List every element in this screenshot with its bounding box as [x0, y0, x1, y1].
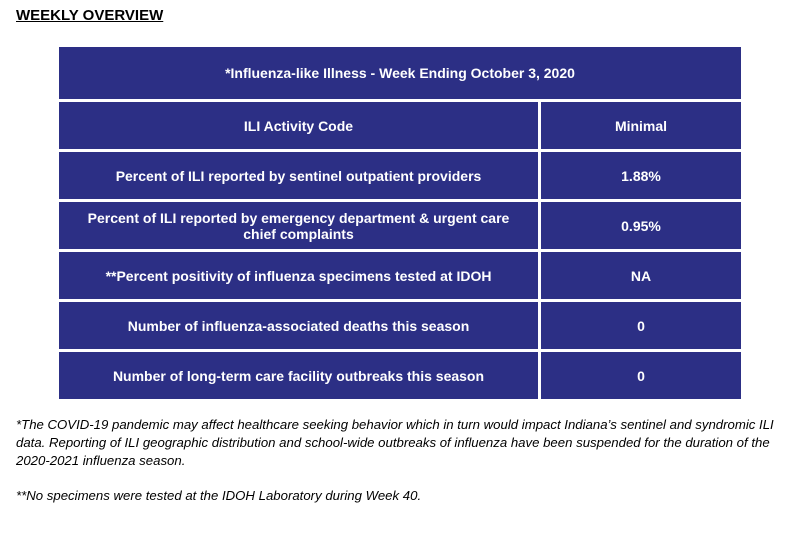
heading: WEEKLY OVERVIEW [16, 7, 164, 24]
table-row: Number of influenza-associated deaths th… [59, 302, 741, 349]
row-value: 0.95% [541, 202, 741, 249]
row-value: 0 [541, 302, 741, 349]
caption-row: *Influenza-like Illness - Week Ending Oc… [59, 47, 741, 99]
row-value: NA [541, 252, 741, 299]
overview-table: *Influenza-like Illness - Week Ending Oc… [56, 44, 744, 402]
row-label: Number of long-term care facility outbre… [59, 352, 538, 399]
table-row: Number of long-term care facility outbre… [59, 352, 741, 399]
row-label: Number of influenza-associated deaths th… [59, 302, 538, 349]
footnotes: *The COVID-19 pandemic may affect health… [16, 416, 786, 522]
row-label: ILI Activity Code [59, 102, 538, 149]
table-row: Percent of ILI reported by sentinel outp… [59, 152, 741, 199]
table-row: ILI Activity Code Minimal [59, 102, 741, 149]
row-label: Percent of ILI reported by sentinel outp… [59, 152, 538, 199]
table-caption: *Influenza-like Illness - Week Ending Oc… [59, 47, 741, 99]
row-value: 0 [541, 352, 741, 399]
row-value: 1.88% [541, 152, 741, 199]
table-body: *Influenza-like Illness - Week Ending Oc… [59, 47, 741, 399]
row-value: Minimal [541, 102, 741, 149]
row-label: **Percent positivity of influenza specim… [59, 252, 538, 299]
footnote: **No specimens were tested at the IDOH L… [16, 488, 422, 503]
table-row: Percent of ILI reported by emergency dep… [59, 202, 741, 249]
footnote: *The COVID-19 pandemic may affect health… [16, 417, 774, 468]
row-label: Percent of ILI reported by emergency dep… [59, 202, 538, 249]
table-row: **Percent positivity of influenza specim… [59, 252, 741, 299]
